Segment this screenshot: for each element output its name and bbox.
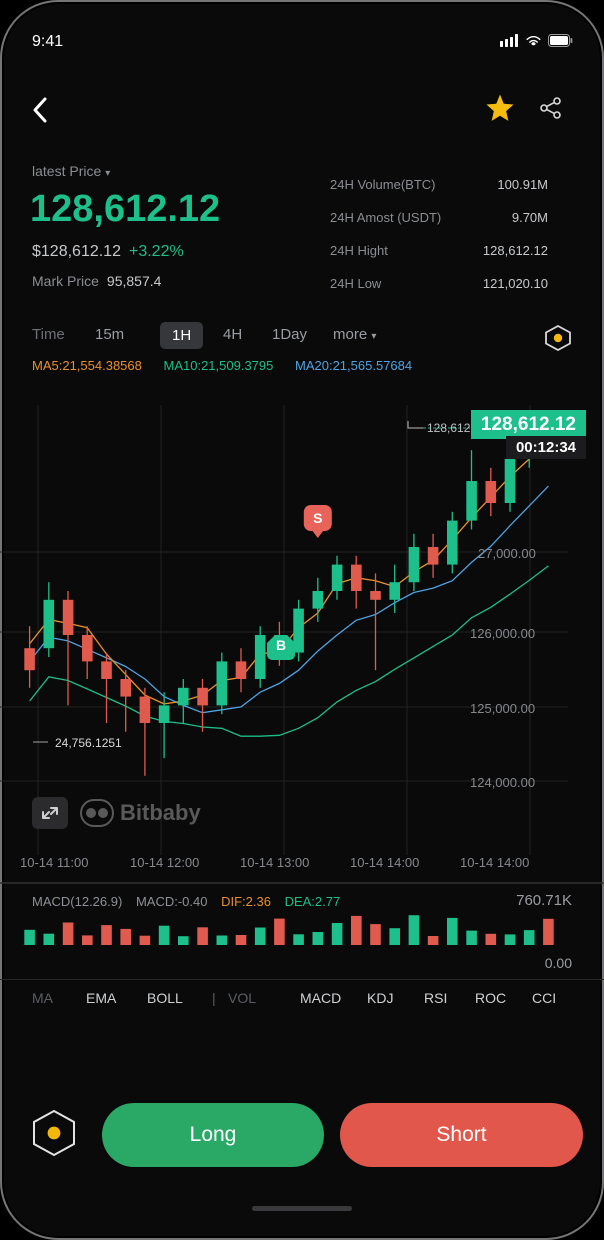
svg-text:S: S	[313, 510, 322, 526]
svg-text:B: B	[276, 637, 286, 653]
